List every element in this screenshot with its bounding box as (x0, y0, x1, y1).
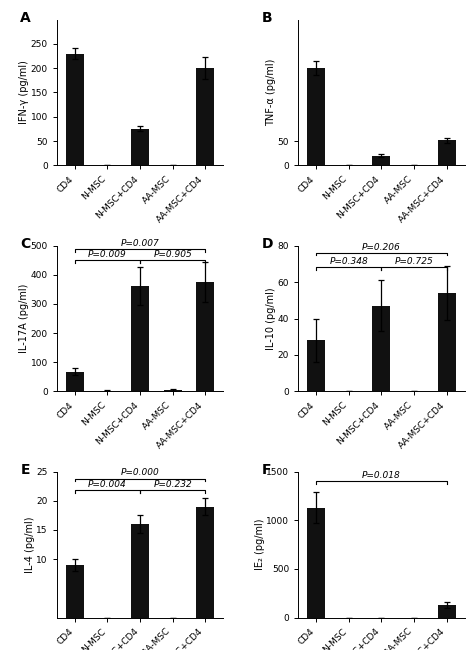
Text: P=0.000: P=0.000 (121, 469, 159, 478)
Bar (131, 129, 149, 165)
Bar (438, 140, 456, 165)
Bar (373, 155, 390, 165)
Bar (66, 372, 84, 391)
Text: P=0.009: P=0.009 (88, 250, 127, 259)
Bar (131, 524, 149, 617)
Text: P=0.007: P=0.007 (121, 239, 159, 248)
Text: B: B (262, 11, 272, 25)
Y-axis label: TNF-α (pg/ml): TNF-α (pg/ml) (266, 58, 276, 126)
Text: P=0.725: P=0.725 (394, 257, 433, 266)
Text: P=0.232: P=0.232 (153, 480, 192, 489)
Text: F: F (262, 463, 271, 477)
Text: E: E (20, 463, 30, 477)
Y-axis label: IL-4 (pg/ml): IL-4 (pg/ml) (25, 516, 35, 573)
Text: P=0.018: P=0.018 (362, 471, 401, 480)
Bar (196, 68, 214, 165)
Bar (307, 68, 325, 165)
Y-axis label: IL-10 (pg/ml): IL-10 (pg/ml) (266, 287, 276, 350)
Y-axis label: IFN-γ (pg/ml): IFN-γ (pg/ml) (19, 60, 29, 124)
Bar (131, 287, 149, 391)
Bar (438, 605, 456, 617)
Bar (196, 282, 214, 391)
Y-axis label: IL-17A (pg/ml): IL-17A (pg/ml) (19, 284, 29, 353)
Text: C: C (20, 237, 30, 251)
Y-axis label: IE₂ (pg/ml): IE₂ (pg/ml) (255, 519, 264, 570)
Text: P=0.905: P=0.905 (153, 250, 192, 259)
Bar (307, 341, 325, 391)
Bar (307, 508, 325, 618)
Text: P=0.348: P=0.348 (329, 257, 368, 266)
Bar (196, 506, 214, 618)
Text: P=0.206: P=0.206 (362, 242, 401, 252)
Text: D: D (262, 237, 273, 251)
Bar (66, 565, 84, 618)
Text: P=0.004: P=0.004 (88, 480, 127, 489)
Bar (438, 293, 456, 391)
Bar (164, 390, 182, 391)
Bar (66, 53, 84, 165)
Text: A: A (20, 11, 31, 25)
Bar (373, 306, 390, 391)
